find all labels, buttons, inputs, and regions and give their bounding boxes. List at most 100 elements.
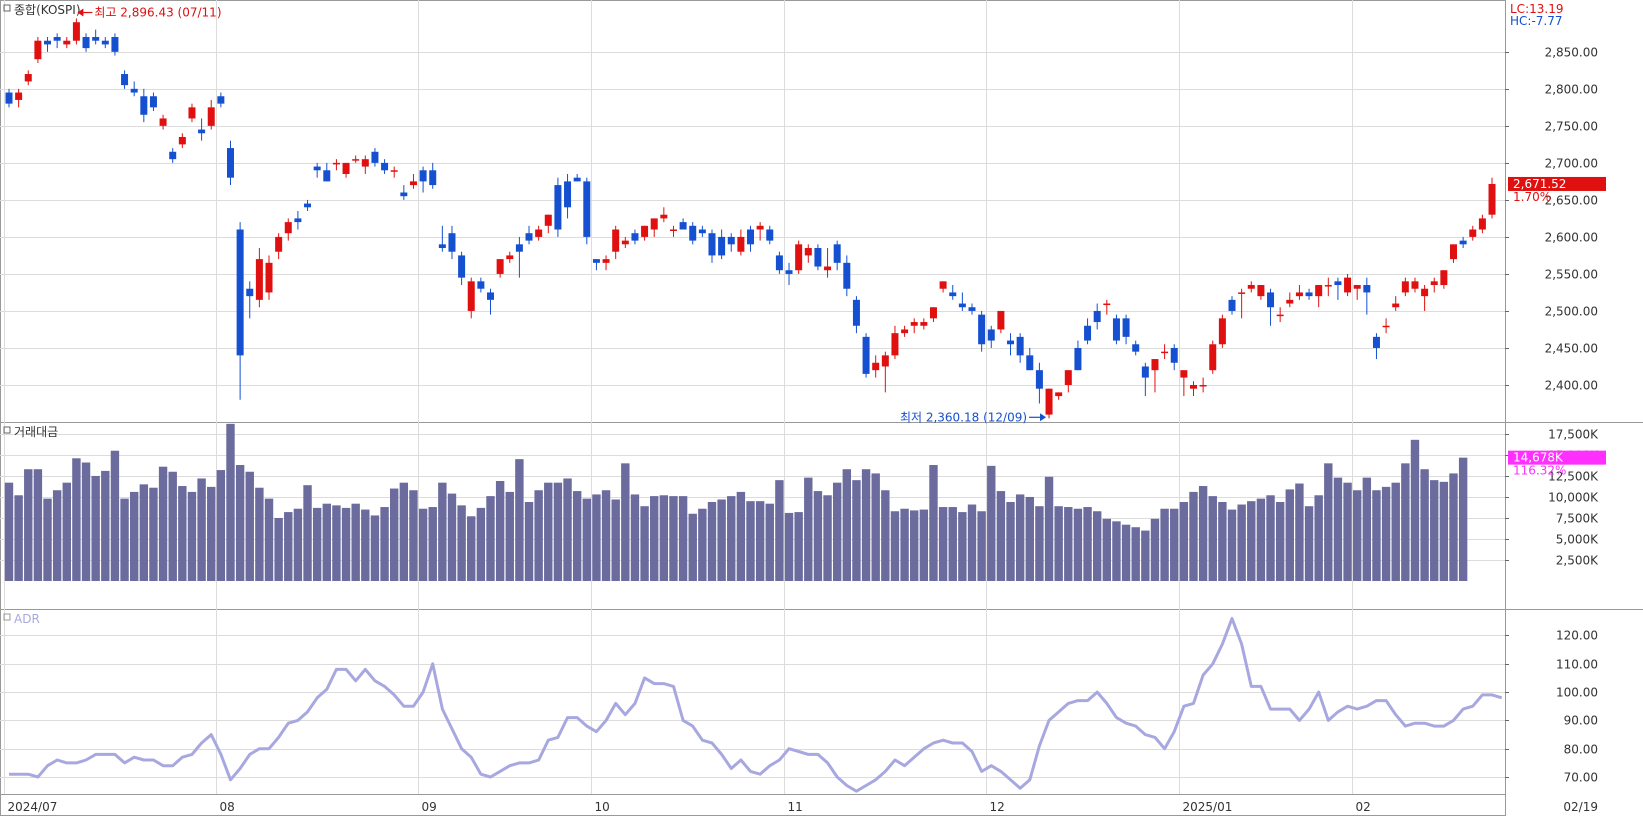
adr-panel-collapse-icon[interactable] xyxy=(3,613,11,621)
candle-body xyxy=(304,203,312,208)
candle xyxy=(1469,225,1477,241)
candle-body xyxy=(525,233,533,241)
candle xyxy=(236,222,244,400)
candle xyxy=(265,255,273,300)
candle xyxy=(1411,277,1419,293)
candle xyxy=(178,133,186,149)
volume-bar xyxy=(861,469,871,581)
candle xyxy=(246,281,254,319)
volume-bar xyxy=(197,478,206,581)
candle xyxy=(1324,277,1332,297)
volume-bar xyxy=(110,450,120,581)
price-y-tick-label: 2,550.00 xyxy=(1545,268,1598,282)
candle-body xyxy=(1305,292,1313,297)
volume-bar xyxy=(139,484,149,581)
candle-body xyxy=(1007,340,1015,345)
candle-body xyxy=(1411,281,1419,289)
volume-bar xyxy=(72,458,81,581)
volume-bar xyxy=(312,507,322,581)
volume-bar xyxy=(1247,501,1256,581)
candle-body xyxy=(207,107,215,126)
volume-bar xyxy=(1275,502,1285,581)
candle xyxy=(1353,285,1361,300)
candle-body xyxy=(1344,277,1352,293)
candle xyxy=(689,222,697,245)
candle-body xyxy=(775,255,783,271)
candle-body xyxy=(843,262,851,289)
volume-bar xyxy=(1121,524,1131,581)
adr-y-tick-label: 100.00 xyxy=(1556,686,1598,700)
candle-body xyxy=(1074,347,1082,371)
candle xyxy=(496,259,504,278)
adr-y-tick-label: 80.00 xyxy=(1564,743,1598,757)
candle xyxy=(997,310,1005,334)
candle-body xyxy=(1228,299,1236,311)
candle-body xyxy=(1238,292,1246,294)
volume-bar xyxy=(630,494,640,581)
volume-bar xyxy=(332,505,341,581)
candle xyxy=(698,225,706,237)
candle xyxy=(602,255,610,271)
candle-body xyxy=(429,170,437,186)
candle-body xyxy=(236,229,244,356)
candle xyxy=(1238,288,1246,319)
candle xyxy=(862,333,870,378)
volume-bar xyxy=(457,505,466,581)
adr-y-tick-label: 110.00 xyxy=(1556,658,1598,672)
volume-bar xyxy=(794,512,803,581)
candle-body xyxy=(1315,285,1323,297)
lc-label: LC:13.19 xyxy=(1510,2,1563,16)
candle-body xyxy=(1276,314,1284,317)
volume-bar xyxy=(351,503,360,581)
candle xyxy=(929,307,937,323)
candle xyxy=(525,225,533,245)
volume-bar xyxy=(515,459,524,581)
candle xyxy=(669,225,677,237)
candle-body xyxy=(544,214,552,226)
candle xyxy=(352,155,360,163)
candle xyxy=(1344,273,1352,297)
volume-bar xyxy=(621,463,630,581)
candle xyxy=(477,277,485,293)
panel-collapse-icon[interactable] xyxy=(3,4,11,12)
candle xyxy=(592,259,600,271)
candle xyxy=(188,103,196,123)
volume-bar xyxy=(1102,518,1112,581)
candle-body xyxy=(756,225,764,230)
candle xyxy=(679,218,687,230)
low-annotation: 최저 2,360.18 (12/09) xyxy=(900,410,1047,424)
candle-body xyxy=(814,248,822,267)
volume-bar xyxy=(1420,469,1429,581)
volume-bar xyxy=(1410,439,1420,581)
x-tick-label: 11 xyxy=(788,800,803,814)
candle-body xyxy=(1141,366,1149,378)
volume-bar xyxy=(1372,490,1381,581)
volume-y-tick-label: 10,000K xyxy=(1548,491,1599,505)
candle-body xyxy=(1180,370,1188,378)
candle xyxy=(1016,333,1024,363)
candle xyxy=(910,318,918,334)
volume-bar xyxy=(948,507,957,581)
candle-body xyxy=(275,236,283,252)
candle xyxy=(1064,370,1072,393)
volume-bar xyxy=(1150,518,1160,581)
volume-bar xyxy=(842,469,852,581)
candle-body xyxy=(987,329,995,341)
candle-body xyxy=(612,229,620,252)
price-y-tick-label: 2,850.00 xyxy=(1545,46,1598,60)
candle xyxy=(631,229,639,245)
candle-body xyxy=(390,170,398,172)
volume-panel-collapse-icon[interactable] xyxy=(3,426,11,434)
candle xyxy=(448,225,456,260)
volume-bar xyxy=(804,477,813,581)
candle xyxy=(1392,296,1400,311)
adr-series-line xyxy=(9,617,1503,793)
volume-bar xyxy=(264,498,274,581)
volume-bar xyxy=(1025,496,1034,581)
volume-bar xyxy=(1015,494,1025,581)
candle xyxy=(284,218,292,241)
volume-y-tick-label: 5,000K xyxy=(1556,533,1599,547)
volume-bar xyxy=(1092,511,1102,581)
candle xyxy=(1276,307,1284,323)
